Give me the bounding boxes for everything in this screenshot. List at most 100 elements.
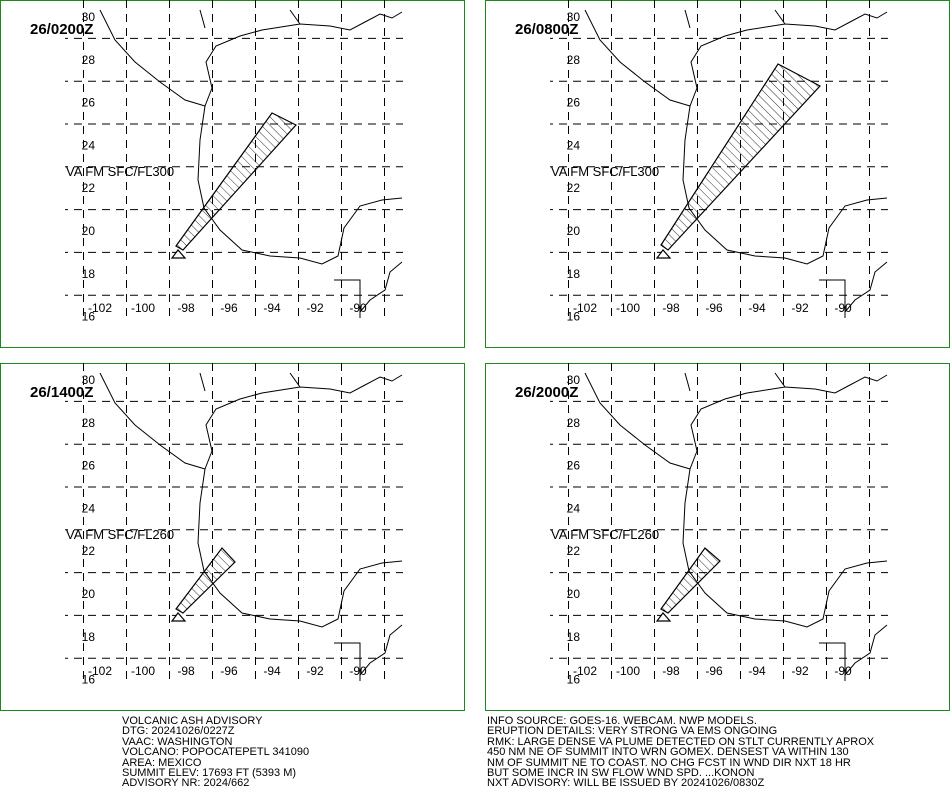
lat-label: 28	[567, 416, 581, 430]
flight-level: VA FM SFC/FL260	[551, 527, 659, 542]
lon-label: -94	[748, 664, 766, 678]
lat-label: 30	[567, 10, 581, 24]
map-area	[65, 0, 403, 318]
lat-label: 22	[567, 544, 581, 558]
coastline	[99, 9, 403, 318]
lat-label: 18	[567, 267, 581, 281]
lon-label: -92	[306, 301, 324, 315]
lon-label: -96	[220, 664, 238, 678]
advisory-line: VOLCANIC ASH ADVISORY	[122, 715, 263, 727]
lat-label: 22	[82, 181, 96, 195]
lon-label: -92	[306, 664, 324, 678]
lon-label: -102	[88, 301, 112, 315]
lon-label: -96	[705, 301, 723, 315]
advisory-line: VOLCANO: POPOCATEPETL 341090	[122, 746, 310, 759]
lon-label: -100	[616, 664, 640, 678]
advisory-left: VOLCANIC ASH ADVISORY DTG: 20241026/0227Z…	[122, 715, 310, 789]
advisory-line: SUMMIT ELEV: 17693 FT (5393 M)	[122, 767, 297, 780]
advisory-right: INFO SOURCE: GOES-16. WEBCAM. NWP MODELS…	[487, 715, 875, 790]
lat-label: 30	[567, 373, 581, 387]
map-panel: 30 28 26 24 22 20 18 16-102 -100 -98 -96 -94 -92 -90 2…	[485, 363, 950, 711]
lat-label: 18	[82, 630, 96, 644]
map-area	[550, 363, 888, 681]
lon-label: -102	[88, 664, 112, 678]
lat-label: 20	[82, 224, 96, 238]
coastline	[584, 9, 888, 318]
lon-label: -100	[131, 664, 155, 678]
advisory-line: BUT SOME INCR IN SW FLOW WND SPD. ...KON…	[487, 767, 755, 780]
lat-label: 28	[82, 53, 96, 67]
volcano	[170, 249, 187, 259]
coastline	[99, 372, 403, 681]
lat-label: 20	[82, 587, 96, 601]
lat-label: 28	[82, 416, 96, 430]
lon-label: -92	[791, 301, 809, 315]
volcano	[170, 612, 187, 622]
map-panel: 30 28 26 24 22 20 18 16-102 -100 -98 -96 -94 -92 -90 2…	[0, 0, 465, 348]
valid-time: 26/2000Z	[515, 384, 578, 401]
lat-label: 28	[567, 53, 581, 67]
lon-label: -98	[177, 664, 195, 678]
advisory-line: DTG: 20241026/0227Z	[122, 725, 235, 738]
lon-label: -98	[662, 664, 680, 678]
valid-time: 26/1400Z	[30, 384, 93, 401]
lon-label: -90	[834, 301, 852, 315]
lon-label: -94	[263, 664, 281, 678]
advisory-line: INFO SOURCE: GOES-16. WEBCAM. NWP MODELS…	[487, 715, 757, 727]
lon-label: -94	[748, 301, 766, 315]
advisory-line: 450 NM NE OF SUMMIT INTO WRN GOMEX. DENS…	[487, 746, 849, 759]
lon-label: -92	[791, 664, 809, 678]
flight-level: VA FM SFC/FL300	[551, 164, 659, 179]
lat-label: 22	[82, 544, 96, 558]
lat-label: 16	[82, 310, 96, 324]
ash-plume	[175, 112, 297, 251]
map-area	[65, 363, 403, 681]
lon-label: -100	[616, 301, 640, 315]
lon-label: -98	[662, 301, 680, 315]
lon-label: -98	[177, 301, 195, 315]
lon-label: -96	[705, 664, 723, 678]
lon-label: -90	[834, 664, 852, 678]
lon-label: -90	[349, 301, 367, 315]
advisory-line: RMK: LARGE DENSE VA PLUME DETECTED ON ST…	[487, 735, 875, 748]
lat-label: 26	[82, 459, 96, 473]
volcano	[655, 612, 672, 622]
advisory-line: NXT ADVISORY: WILL BE ISSUED BY 20241026…	[487, 777, 765, 790]
lat-label: 20	[567, 224, 581, 238]
map-area	[550, 0, 888, 318]
lon-label: -102	[573, 664, 597, 678]
lon-label: -94	[263, 301, 281, 315]
lon-label: -96	[220, 301, 238, 315]
flight-level: VA FM SFC/FL260	[66, 527, 174, 542]
lat-label: 16	[82, 673, 96, 687]
lat-label: 18	[567, 630, 581, 644]
advisory-line: VAAC: WASHINGTON	[122, 735, 233, 748]
lat-label: 26	[567, 459, 581, 473]
lat-label: 24	[82, 138, 96, 152]
flight-level: VA FM SFC/FL300	[66, 164, 174, 179]
lat-label: 24	[567, 138, 581, 152]
lat-label: 16	[567, 673, 581, 687]
lat-label: 30	[82, 10, 96, 24]
lon-label: -90	[349, 664, 367, 678]
ash-plume	[660, 547, 721, 614]
panel-border	[0, 0, 465, 348]
lat-label: 26	[567, 96, 581, 110]
volcano	[655, 249, 672, 259]
valid-time: 26/0200Z	[30, 21, 93, 38]
lat-label: 30	[82, 373, 96, 387]
ash-plume	[660, 63, 821, 251]
lat-label: 24	[567, 501, 581, 515]
lat-label: 16	[567, 310, 581, 324]
lon-label: -100	[131, 301, 155, 315]
advisory-line: AREA: MEXICO	[122, 756, 202, 769]
advisory-line: ERUPTION DETAILS: VERY STRONG VA EMS ONG…	[487, 725, 778, 738]
lat-label: 20	[567, 587, 581, 601]
ash-plume	[175, 547, 236, 614]
panel-border	[0, 363, 465, 711]
lon-label: -102	[573, 301, 597, 315]
coastline	[584, 372, 888, 681]
advisory-line: NM OF SUMMIT NE TO COAST. NO CHG FCST IN…	[487, 756, 851, 769]
